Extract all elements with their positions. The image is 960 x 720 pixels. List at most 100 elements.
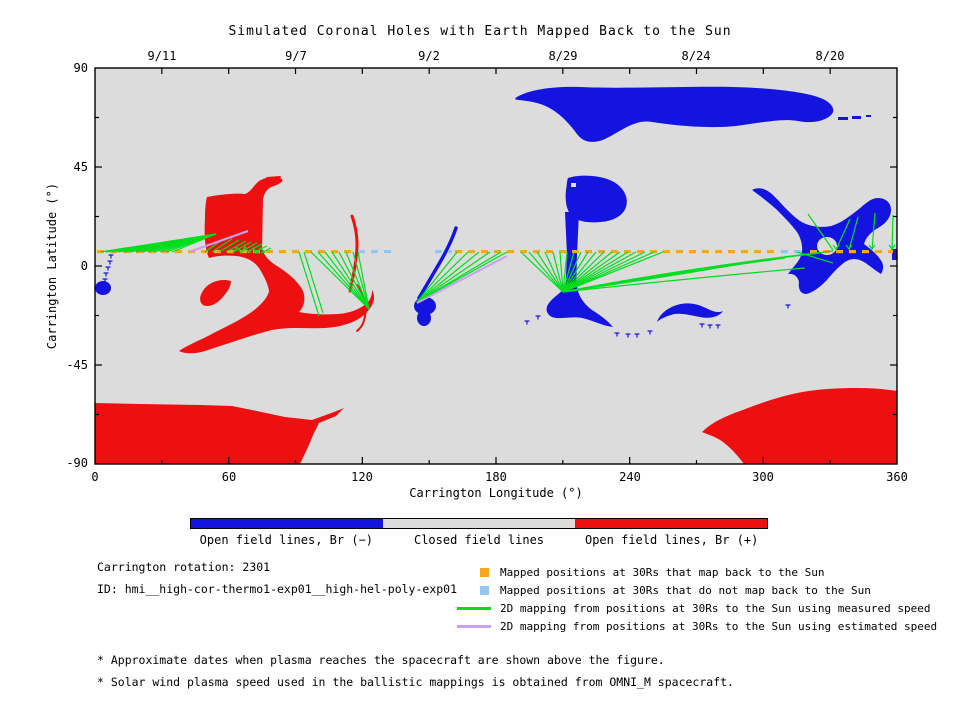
coronal-hole-region [179,176,375,354]
x-tick-label: 240 [619,470,641,484]
mapped-position-dash [572,250,579,254]
measured-speed-mapping-line [562,251,582,293]
x-tick-label: 300 [752,470,774,484]
coronal-hole-fragment [571,183,576,187]
mapped-position-dash [676,250,683,254]
measured-speed-mapping-line [562,251,613,293]
measured-speed-mapping-line [310,251,370,310]
measured-speed-mapping-line [352,251,370,310]
y-axis-label: Carrington Latitude (°) [45,182,59,350]
mapping-arrowhead [868,244,876,250]
estimated-speed-line-swatch [457,625,491,628]
legend-label-not-mapped: Mapped positions at 30Rs that do not map… [500,584,871,597]
measured-speed-mapping-line [416,251,480,303]
measured-speed-mapping-line [225,240,247,253]
estimated-speed-mapping-line [188,230,249,253]
measured-speed-mapping-arc [562,250,834,293]
mapped-position-dash [149,250,156,254]
measured-speed-mapping-line [562,251,605,293]
mapped-position-dash [494,250,501,254]
mapped-position-dash [585,250,592,254]
y-tick-label: 45 [73,160,88,174]
not-mapped-positions-swatch [480,586,489,595]
coronal-hole-blob [417,310,431,326]
mapped-position-dash [637,250,644,254]
measured-speed-mapping-line [357,251,370,310]
mapped-position-dash [279,250,286,254]
mapped-position-dash [767,250,774,254]
mapped-position-dash [702,250,709,254]
colorbar-segment-positive [575,519,767,528]
mapped-position-dash [448,250,452,254]
model-id-text: ID: hmi__high-cor-thermo1-exp01__high-he… [97,582,458,596]
measured-speed-mapping-line [211,238,233,253]
measured-speed-mapping-line [562,251,629,293]
y-tick-label: -45 [66,358,88,372]
coronal-hole-region [546,286,613,327]
estimated-speed-mapping-line [416,255,508,304]
coronal-hole-fragment [892,249,897,260]
closed-field-background [95,68,897,464]
measured-speed-mapping-line [171,233,217,253]
coronal-hole-fragment [838,117,848,120]
measured-speed-mapping-line [331,251,370,310]
measured-speed-mapping-line [552,251,564,293]
measured-speed-mapping-line [232,241,252,253]
mapped-position-dash [624,250,631,254]
mapped-position-dash [888,250,893,254]
mapping-arrowhead [832,244,840,250]
measured-speed-mapping-line [260,247,272,254]
mapped-position-dash [371,250,378,254]
measured-speed-mapping-line [520,251,564,293]
x-tick-label: 360 [886,470,908,484]
coronal-hole-region [657,303,723,322]
mapping-zigzag [232,245,266,255]
coronal-hole-fragment [852,116,861,119]
mapped-positions-swatch [480,568,489,577]
y-tick-label: -90 [66,456,88,470]
measured-speed-mapping-line [416,251,469,303]
measured-speed-mapping-line [298,251,320,317]
mapped-position-dash [598,250,605,254]
mapped-position-dash [305,250,312,254]
measured-speed-mapping-line [562,251,568,293]
mapped-position-dash [266,250,273,254]
measured-speed-mapping-line [562,251,621,293]
mapped-position-dash [227,250,234,254]
mapped-position-dash [715,250,722,254]
mapped-position-dash [849,250,856,254]
mapped-position-dash [754,250,761,254]
mapped-position-dash [507,250,514,254]
measured-speed-mapping-line [416,251,458,303]
colorbar-labels: Open field lines, Br (−) Closed field li… [190,533,768,547]
top-date-label: 9/2 [418,49,440,63]
coronal-hole-region [266,176,281,179]
mapped-position-dash [318,250,325,254]
top-date-label: 9/11 [147,49,177,63]
colorbar-label-positive: Open field lines, Br (+) [584,533,759,547]
colorbar-label-negative: Open field lines, Br (−) [199,533,374,547]
footnote-dates: * Approximate dates when plasma reaches … [97,653,665,667]
x-tick-label: 0 [91,470,99,484]
coronal-hole-region [702,388,897,464]
mapped-position-dash [810,250,817,254]
mapped-position-dash [862,250,869,254]
measured-speed-mapping-line [562,251,646,293]
measured-speed-line-swatch [457,607,491,610]
colorbar-segment-closed [383,519,575,528]
coronal-hole-region [200,279,231,307]
measured-speed-mapping-line [218,239,240,253]
x-tick-label: 180 [485,470,507,484]
measured-speed-mapping-line [562,251,589,293]
mapped-position-dash [201,250,208,254]
measured-speed-mapping-line [317,251,370,310]
mapped-position-dash [728,250,735,254]
mapped-position-dash [546,250,553,254]
mapped-position-dash [331,250,338,254]
top-date-label: 8/24 [681,49,711,63]
mapped-position-dash [611,250,618,254]
coronal-hole-region [356,284,367,332]
mapped-position-dash [435,250,442,254]
